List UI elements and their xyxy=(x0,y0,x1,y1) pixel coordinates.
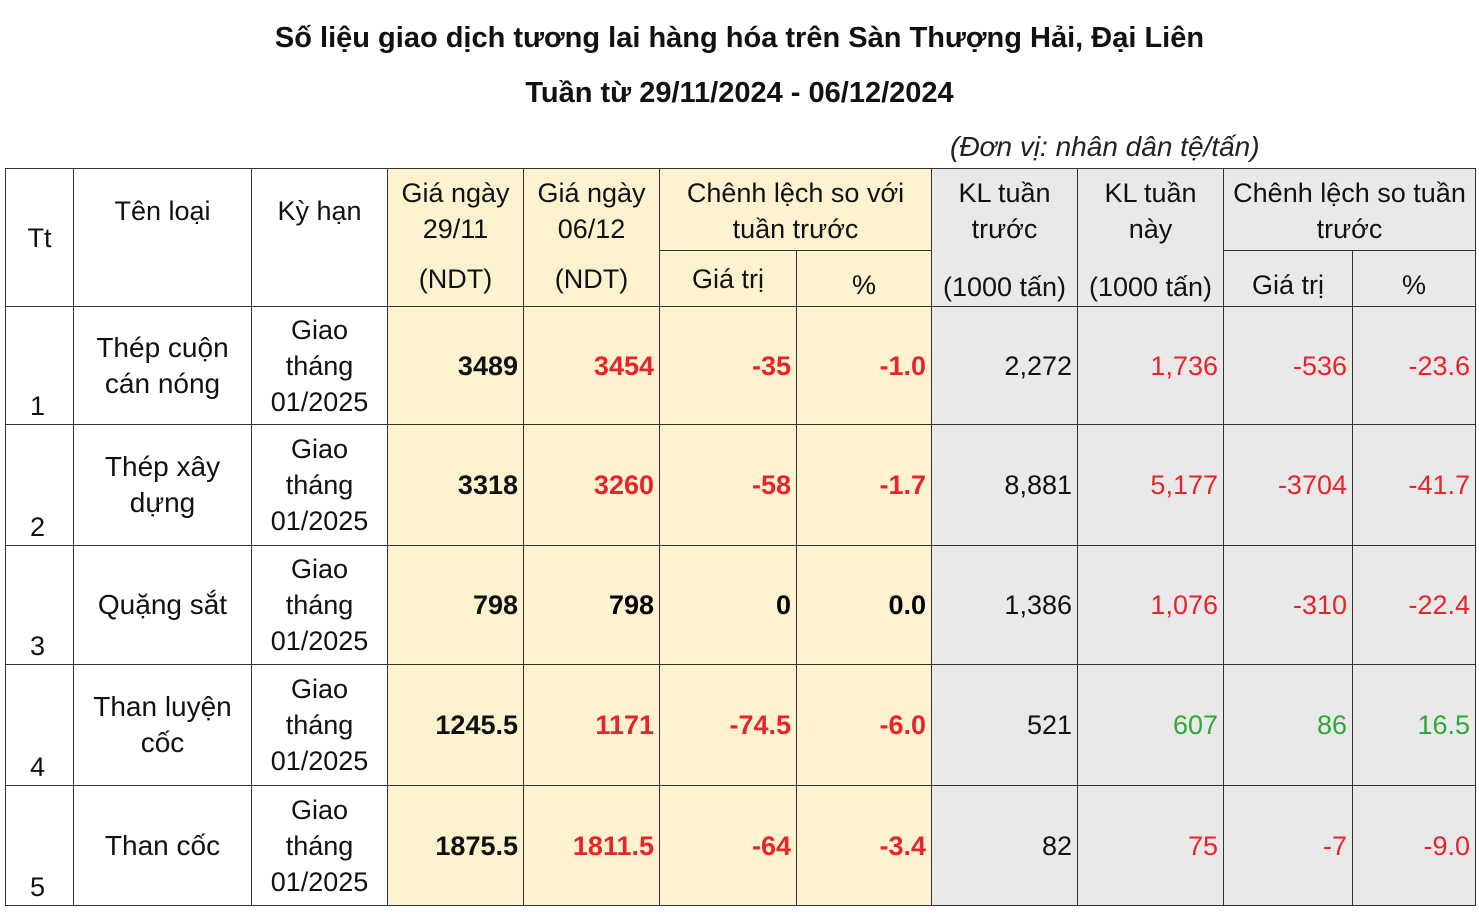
header-label: Giá ngày 06/12 xyxy=(537,178,646,244)
unit-note: (Đơn vị: nhân dân tệ/tấn) xyxy=(950,131,1260,162)
pct-cell: -23.6 xyxy=(1351,306,1477,425)
header-cell: Giá ngày 06/12 (NDT) xyxy=(523,168,660,307)
term-cell: Giao tháng 01/2025 xyxy=(251,545,388,665)
pct-cell: -9.0 xyxy=(1351,785,1477,906)
price-cell: 1171 xyxy=(523,664,660,786)
header-label: KL tuần này xyxy=(1104,178,1197,244)
name-cell: Quặng sắt xyxy=(73,545,252,665)
name-cell: Thép xây dựng xyxy=(73,424,252,546)
header-row: Giá trị % Giá trị % xyxy=(6,250,1477,307)
change-cell: 0 xyxy=(659,545,797,665)
price-cell: 3489 xyxy=(387,306,524,425)
price-cell: 798 xyxy=(523,545,660,665)
header-row: Tt Tên loại Kỳ hạn Giá ngày 29/11 (NDT) G… xyxy=(5,168,1477,307)
term-cell: Giao tháng 01/2025 xyxy=(251,306,388,425)
header-unit: (1000 tấn) xyxy=(1088,272,1213,302)
volume-cell: 1,386 xyxy=(931,545,1078,665)
subtitle: Tuần từ 29/11/2024 - 06/12/2024 xyxy=(525,77,954,109)
table-row: 2 Thép xây dựng Giao tháng 01/2025 3318 3260… xyxy=(5,424,1477,546)
volume-cell: 1,076 xyxy=(1077,545,1224,665)
price-cell: 3454 xyxy=(523,306,660,425)
table-row: 1 Thép cuộn cán nóng Giao tháng 01/2025 348… xyxy=(5,306,1477,425)
pct-cell: 0.0 xyxy=(796,545,932,665)
header-cell: % xyxy=(1351,250,1477,307)
row-number: 2 xyxy=(5,424,74,546)
row-number: 4 xyxy=(5,664,74,786)
pct-cell: -22.4 xyxy=(1351,545,1477,665)
header-cell: Kỳ hạn xyxy=(251,168,388,307)
name-cell: Than luyện cốc xyxy=(73,664,252,786)
header-cell: KL tuần này (1000 tấn) xyxy=(1077,168,1224,307)
header-cell: Tt xyxy=(5,168,74,307)
row-number: 5 xyxy=(5,785,74,906)
data-table: Tt Tên loại Kỳ hạn Giá ngày 29/11 (NDT) G… xyxy=(5,168,1477,906)
header-unit: (NDT) xyxy=(418,264,493,294)
price-cell: 3260 xyxy=(523,424,660,546)
header-cell: Giá ngày 29/11 (NDT) xyxy=(387,168,524,307)
volume-cell: 2,272 xyxy=(931,306,1078,425)
header-cell: Chênh lệch so với tuần trước xyxy=(659,168,932,251)
pct-cell: 16.5 xyxy=(1351,664,1477,786)
change-cell: -64 xyxy=(659,785,797,906)
table-body: Tt Tên loại Kỳ hạn Giá ngày 29/11 (NDT) G… xyxy=(5,168,1477,906)
name-cell: Thép cuộn cán nóng xyxy=(73,306,252,425)
header-cell: Giá trị xyxy=(1223,250,1353,307)
pct-cell: -1.7 xyxy=(796,424,932,546)
header-label: KL tuần trước xyxy=(958,178,1051,244)
table-row: 3 Quặng sắt Giao tháng 01/2025 798 798 0 0.0 1,… xyxy=(5,545,1477,665)
row-number: 1 xyxy=(5,306,74,425)
volume-cell: 521 xyxy=(931,664,1078,786)
price-cell: 1875.5 xyxy=(387,785,524,906)
title: Số liệu giao dịch tương lai hàng hóa trê… xyxy=(274,22,1205,54)
change-cell: 86 xyxy=(1223,664,1353,786)
pct-cell: -3.4 xyxy=(796,785,932,906)
pct-cell: -6.0 xyxy=(796,664,932,786)
volume-cell: 75 xyxy=(1077,785,1224,906)
header-cell: Chênh lệch so tuần trước xyxy=(1222,168,1477,251)
term-cell: Giao tháng 01/2025 xyxy=(251,664,388,786)
term-cell: Giao tháng 01/2025 xyxy=(251,785,388,906)
header-cell: Tên loại xyxy=(73,168,252,307)
price-cell: 798 xyxy=(387,545,524,665)
table-row: 4 Than luyện cốc Giao tháng 01/2025 1245.5 1… xyxy=(5,664,1477,786)
pct-cell: -41.7 xyxy=(1351,424,1477,546)
header-cell: % xyxy=(796,250,932,307)
volume-cell: 8,881 xyxy=(931,424,1078,546)
table-row: 5 Than cốc Giao tháng 01/2025 1875.5 1811.5-… xyxy=(5,785,1477,906)
volume-cell: 5,177 xyxy=(1077,424,1224,546)
row-number: 3 xyxy=(5,545,74,665)
pct-cell: -1.0 xyxy=(796,306,932,425)
change-cell: -35 xyxy=(659,306,797,425)
change-cell: -58 xyxy=(659,424,797,546)
volume-cell: 607 xyxy=(1077,664,1224,786)
change-cell: -310 xyxy=(1223,545,1353,665)
volume-cell: 82 xyxy=(931,785,1078,906)
price-cell: 1245.5 xyxy=(387,664,524,786)
header-unit: (1000 tấn) xyxy=(942,272,1067,302)
change-cell: -3704 xyxy=(1223,424,1353,546)
price-cell: 1811.5 xyxy=(523,785,660,906)
change-cell: -7 xyxy=(1223,785,1353,906)
term-cell: Giao tháng 01/2025 xyxy=(251,424,388,546)
volume-cell: 1,736 xyxy=(1077,306,1224,425)
header-cell: KL tuần trước (1000 tấn) xyxy=(931,168,1078,307)
change-cell: -74.5 xyxy=(659,664,797,786)
price-cell: 3318 xyxy=(387,424,524,546)
name-cell: Than cốc xyxy=(73,785,252,906)
change-cell: -536 xyxy=(1223,306,1353,425)
header-unit: (NDT) xyxy=(554,264,629,294)
header-label: Giá ngày 29/11 xyxy=(401,178,510,244)
header-cell: Giá trị xyxy=(659,250,797,307)
